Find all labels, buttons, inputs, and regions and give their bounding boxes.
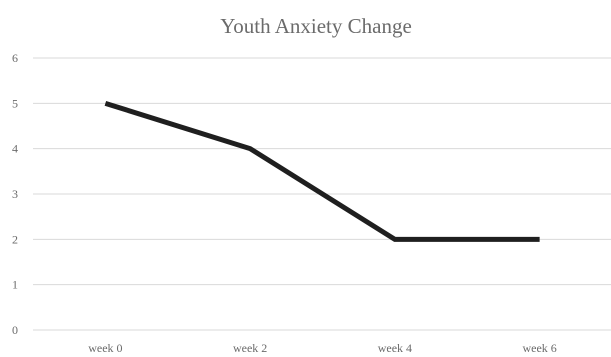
series-line	[104, 100, 540, 242]
series-lines	[104, 100, 540, 242]
y-tick-label: 2	[12, 232, 18, 246]
y-tick-label: 0	[12, 323, 18, 337]
x-axis-tick-labels: week 0 week 2 week 4 week 6	[88, 341, 557, 355]
y-tick-label: 5	[12, 96, 18, 110]
x-tick-label: week 2	[233, 341, 267, 355]
gridlines	[33, 57, 611, 331]
chart-title: Youth Anxiety Change	[220, 14, 412, 38]
y-tick-label: 4	[12, 142, 18, 156]
x-tick-label: week 6	[522, 341, 556, 355]
y-tick-label: 1	[12, 278, 18, 292]
y-tick-label: 6	[12, 51, 18, 65]
y-axis-tick-labels: 0 1 2 3 4 5 6	[12, 51, 18, 337]
y-tick-label: 3	[12, 187, 18, 201]
x-tick-label: week 4	[378, 341, 412, 355]
x-tick-label: week 0	[88, 341, 122, 355]
